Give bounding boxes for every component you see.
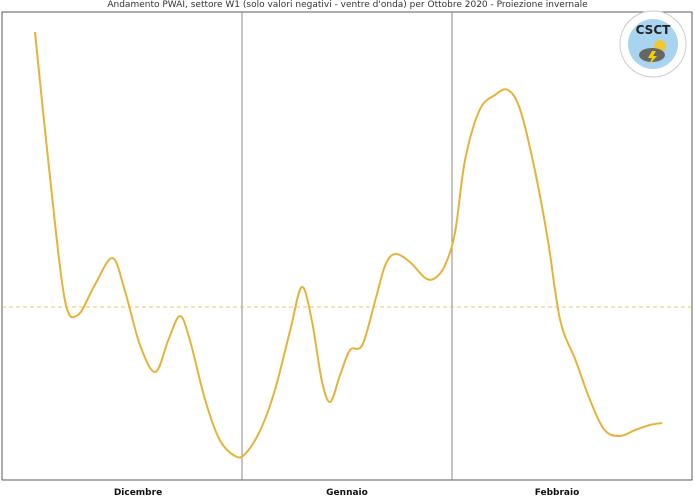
csct-logo: CSCT	[619, 10, 687, 78]
plot-frame	[1, 11, 693, 481]
x-tick-label: Febbraio	[535, 488, 580, 498]
x-tick-label: Gennaio	[326, 488, 368, 498]
chart-title: Andamento PWAI, settore W1 (solo valori …	[107, 0, 588, 10]
series-line	[33, 31, 663, 459]
x-tick-label: Dicembre	[114, 488, 162, 498]
svg-text:CSCT: CSCT	[636, 23, 671, 37]
